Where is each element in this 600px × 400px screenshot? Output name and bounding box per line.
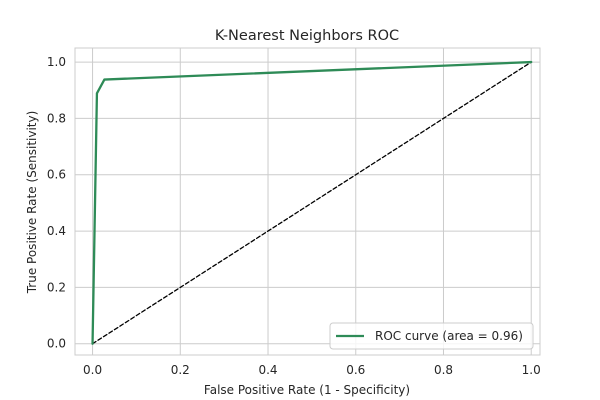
legend-label-roc-curve: ROC curve (area = 0.96) [375, 329, 523, 343]
x-axis-label: False Positive Rate (1 - Specificity) [204, 383, 410, 397]
legend-box [329, 322, 534, 350]
x-tick-labels: 0.0 0.2 0.4 0.6 0.8 1.0 [83, 363, 541, 377]
y-tick-labels: 0.0 0.2 0.4 0.6 0.8 1.0 [47, 55, 66, 351]
y-tick-label: 0.8 [47, 111, 66, 125]
plot-area [74, 47, 541, 356]
y-tick-label: 0.0 [47, 337, 66, 351]
y-tick-label: 0.6 [47, 168, 66, 182]
series-lines [91, 60, 533, 345]
chance-diagonal-line [91, 61, 532, 345]
chart-title: K-Nearest Neighbors ROC [215, 28, 399, 44]
y-tick-label: 0.2 [47, 280, 66, 294]
x-tick-label: 0.0 [83, 363, 102, 377]
y-gridlines [75, 61, 540, 345]
y-tick-label: 1.0 [47, 55, 66, 69]
y-axis-label: True Positive Rate (Sensitivity) [25, 111, 39, 295]
roc-curve-line [91, 60, 533, 345]
legend: ROC curve (area = 0.96) [329, 322, 534, 350]
x-tick-label: 1.0 [522, 363, 541, 377]
x-tick-label: 0.2 [171, 363, 190, 377]
x-tick-label: 0.6 [346, 363, 365, 377]
x-tick-label: 0.8 [434, 363, 453, 377]
y-tick-label: 0.4 [47, 224, 66, 238]
x-tick-label: 0.4 [258, 363, 277, 377]
